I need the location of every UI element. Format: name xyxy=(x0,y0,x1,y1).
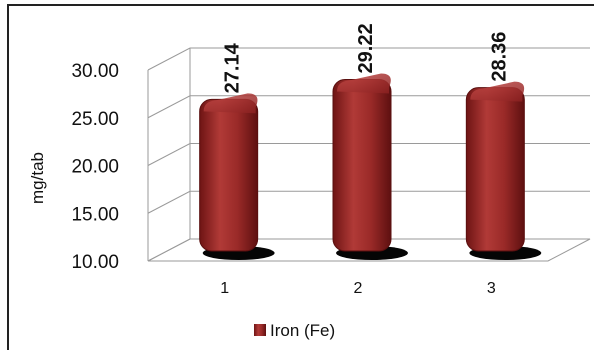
gridlines xyxy=(147,47,591,262)
y-tick-label: 25.00 xyxy=(71,109,119,130)
y-tick-labels: 10.00 15.00 20.00 25.00 30.00 xyxy=(71,61,119,273)
legend-swatch xyxy=(254,324,266,336)
x-category-label: 2 xyxy=(354,280,363,297)
bar-top-cap xyxy=(470,81,525,102)
legend: Iron (Fe) xyxy=(254,321,335,340)
y-tick-label: 30.00 xyxy=(71,61,119,82)
bar xyxy=(332,78,392,252)
legend-label-iron: Iron (Fe) xyxy=(270,321,335,340)
floor xyxy=(147,238,591,262)
data-labels: 27.14 29.22 28.36 xyxy=(222,23,511,93)
bar xyxy=(199,98,259,252)
bars xyxy=(199,73,525,252)
y-axis-title: mg/tab xyxy=(28,152,47,204)
x-category-label: 1 xyxy=(220,280,229,297)
bar-top-cap xyxy=(203,93,258,114)
y-tick-label: 15.00 xyxy=(71,204,119,225)
y-tick-label: 20.00 xyxy=(71,157,119,178)
y-tick-label: 10.00 xyxy=(71,252,119,273)
data-label: 28.36 xyxy=(488,32,510,82)
bar xyxy=(465,87,525,252)
x-category-labels: 1 2 3 xyxy=(220,280,496,297)
x-category-label: 3 xyxy=(487,280,496,297)
data-label: 27.14 xyxy=(222,42,244,93)
data-label: 29.22 xyxy=(355,23,377,73)
chart-frame xyxy=(7,4,594,350)
bar-top-cap xyxy=(337,73,391,94)
